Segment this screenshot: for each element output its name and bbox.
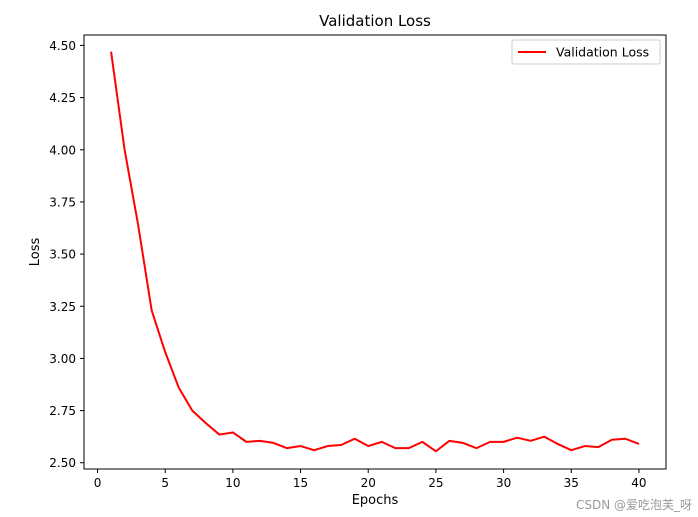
y-tick-label: 3.50	[49, 248, 76, 262]
x-tick-label: 30	[496, 476, 511, 490]
x-tick-label: 20	[361, 476, 376, 490]
x-tick-label: 10	[225, 476, 240, 490]
series-layer	[110, 51, 640, 453]
y-tick-label: 3.00	[49, 352, 76, 366]
y-tick-label: 3.75	[49, 195, 76, 209]
plot-frame	[83, 34, 667, 470]
y-tick-label: 3.25	[49, 300, 76, 314]
series-line-validation-loss	[110, 51, 640, 453]
y-tick-label: 2.75	[49, 404, 76, 418]
legend-label: Validation Loss	[556, 45, 649, 60]
chart-title: Validation Loss	[319, 12, 431, 30]
legend-box	[511, 39, 661, 65]
x-tick-label: 35	[564, 476, 579, 490]
y-tick-label: 2.50	[49, 456, 76, 470]
x-tick-label: 0	[94, 476, 102, 490]
x-tick-label: 40	[631, 476, 646, 490]
x-tick-label: 5	[161, 476, 169, 490]
watermark: CSDN @爱吃泡芙_呀	[576, 498, 692, 512]
y-axis-label: Loss	[28, 238, 43, 267]
legend: Validation Loss	[511, 39, 661, 65]
y-tick-label: 4.50	[49, 39, 76, 53]
x-tick-label: 25	[428, 476, 443, 490]
x-axis-label: Epochs	[352, 493, 399, 508]
x-axis-ticks: 0 5 10 15 20 25 30 35 40	[94, 469, 647, 490]
y-tick-label: 4.25	[49, 91, 76, 105]
y-axis-ticks: 2.50 2.75 3.00 3.25 3.50 3.75 4.00 4.25 4.50	[49, 39, 84, 470]
x-tick-label: 15	[293, 476, 308, 490]
y-tick-label: 4.00	[49, 143, 76, 157]
